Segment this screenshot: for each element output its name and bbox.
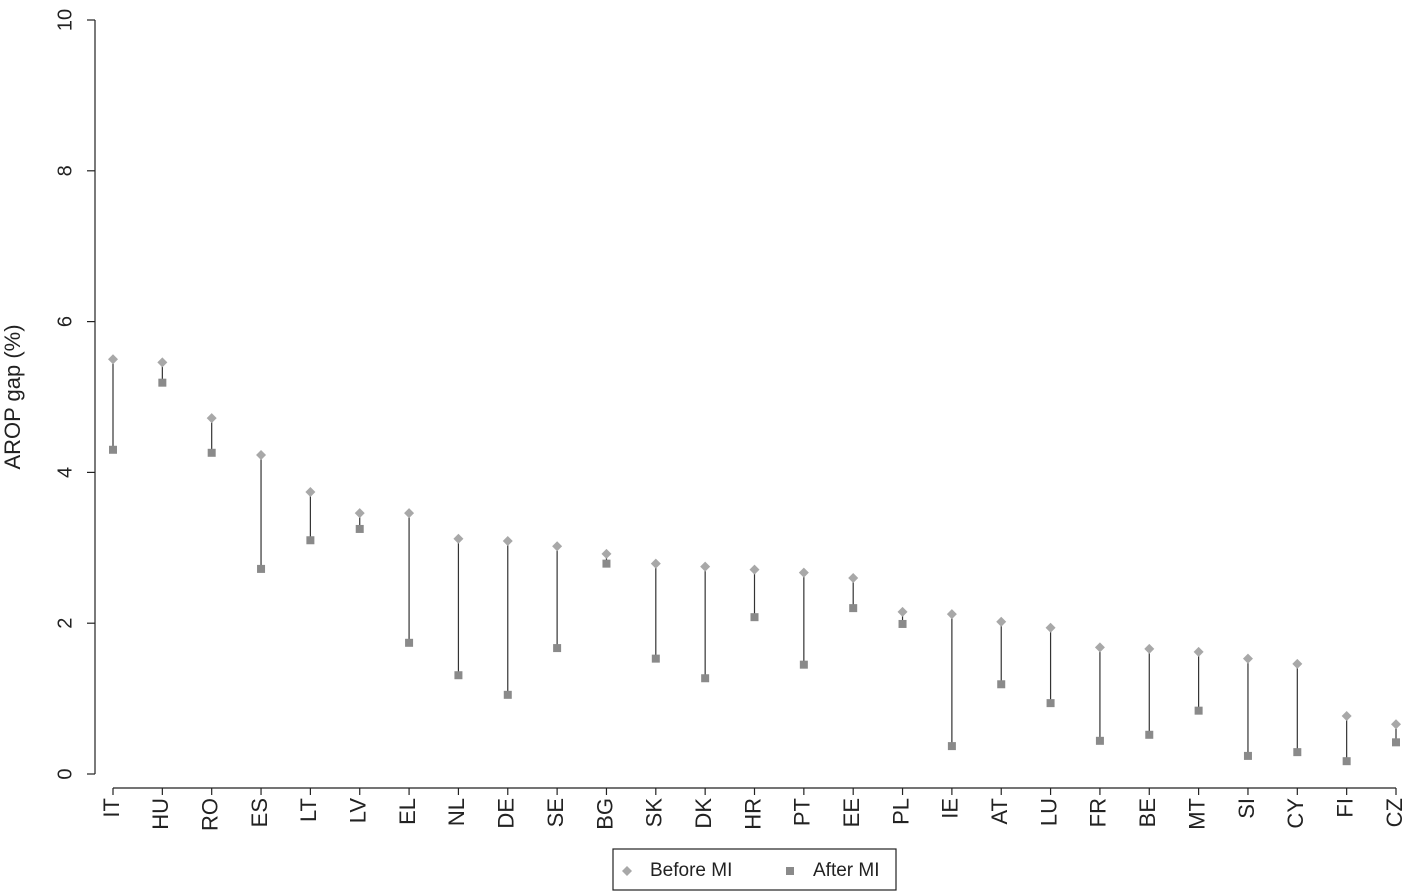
x-tick-label: PL	[888, 798, 913, 825]
y-tick-label: 10	[54, 9, 76, 31]
point	[1193, 646, 1204, 657]
x-tick-label: MT	[1184, 798, 1209, 830]
point	[749, 564, 760, 575]
point	[1292, 658, 1303, 669]
point	[157, 357, 168, 368]
point	[1243, 751, 1252, 760]
point	[849, 604, 858, 613]
x-tick-label: BE	[1135, 798, 1160, 827]
x-tick-label: BG	[592, 798, 617, 830]
point	[997, 680, 1006, 689]
x-tick-label: CZ	[1382, 798, 1407, 827]
legend-label: Before MI	[650, 860, 732, 881]
x-tick-label: AT	[987, 798, 1012, 824]
point	[1095, 736, 1104, 745]
point	[257, 564, 266, 573]
point	[996, 616, 1007, 627]
x-tick-label: FI	[1332, 798, 1357, 818]
point	[108, 354, 118, 365]
x-tick-label: FR	[1086, 798, 1111, 827]
point	[1145, 730, 1154, 739]
point	[1242, 653, 1253, 664]
x-tick-label: SK	[642, 798, 667, 828]
point	[1293, 748, 1302, 757]
point	[1391, 719, 1401, 730]
x-tick-label: RO	[198, 798, 223, 831]
x-tick-label: DE	[494, 798, 519, 829]
x-tick-label: EL	[395, 798, 420, 825]
point	[601, 548, 612, 559]
point	[405, 638, 414, 647]
point	[650, 558, 661, 569]
point	[256, 450, 267, 461]
x-tick-label: LT	[296, 798, 321, 822]
point	[1144, 643, 1155, 654]
point	[1194, 706, 1203, 715]
x-tick-label: DK	[691, 798, 716, 829]
point	[207, 448, 216, 457]
point	[206, 413, 217, 424]
point	[502, 536, 513, 547]
point	[1045, 622, 1056, 633]
point	[602, 559, 611, 568]
x-tick-label: HR	[740, 798, 765, 830]
legend-marker	[622, 866, 632, 876]
x-tick-label: SI	[1234, 798, 1259, 819]
y-tick-label: 0	[54, 768, 76, 779]
x-tick-label: IT	[99, 798, 124, 818]
y-tick-label: 4	[54, 467, 76, 478]
point	[306, 536, 315, 545]
point	[552, 541, 563, 552]
x-tick-label: PT	[790, 798, 815, 826]
point	[454, 671, 463, 680]
legend-marker	[786, 867, 794, 875]
point	[1392, 738, 1400, 747]
point	[947, 742, 956, 751]
point	[700, 561, 711, 572]
point	[651, 654, 660, 663]
x-tick-label: LV	[346, 798, 371, 824]
x-tick-label: IE	[938, 798, 963, 819]
x-tick-label: SE	[543, 798, 568, 827]
point	[798, 567, 809, 578]
y-tick-label: 6	[54, 316, 76, 327]
point	[946, 609, 957, 620]
x-tick-label: ES	[247, 798, 272, 827]
y-tick-label: 2	[54, 618, 76, 629]
point	[553, 644, 562, 653]
point	[354, 508, 365, 519]
point	[305, 487, 316, 498]
point	[898, 619, 907, 628]
point	[453, 533, 464, 544]
point	[799, 660, 808, 669]
x-tick-label: HU	[148, 798, 173, 830]
point	[897, 606, 908, 617]
x-tick-label: NL	[444, 798, 469, 826]
point	[1341, 710, 1352, 721]
point	[701, 674, 710, 683]
x-tick-label: CY	[1283, 798, 1308, 829]
point	[109, 445, 117, 454]
point	[1046, 699, 1055, 708]
point	[503, 690, 512, 699]
y-tick-label: 8	[54, 165, 76, 176]
x-tick-label: LU	[1036, 798, 1061, 826]
y-axis-label: AROP gap (%)	[0, 324, 25, 469]
legend-label: After MI	[813, 860, 880, 881]
legend-box	[612, 848, 897, 891]
point	[1342, 757, 1351, 766]
point	[404, 508, 415, 519]
point	[1094, 642, 1105, 653]
point	[750, 613, 759, 622]
point	[848, 572, 859, 583]
point	[158, 378, 167, 387]
point	[355, 524, 364, 533]
x-tick-label: EE	[839, 798, 864, 827]
